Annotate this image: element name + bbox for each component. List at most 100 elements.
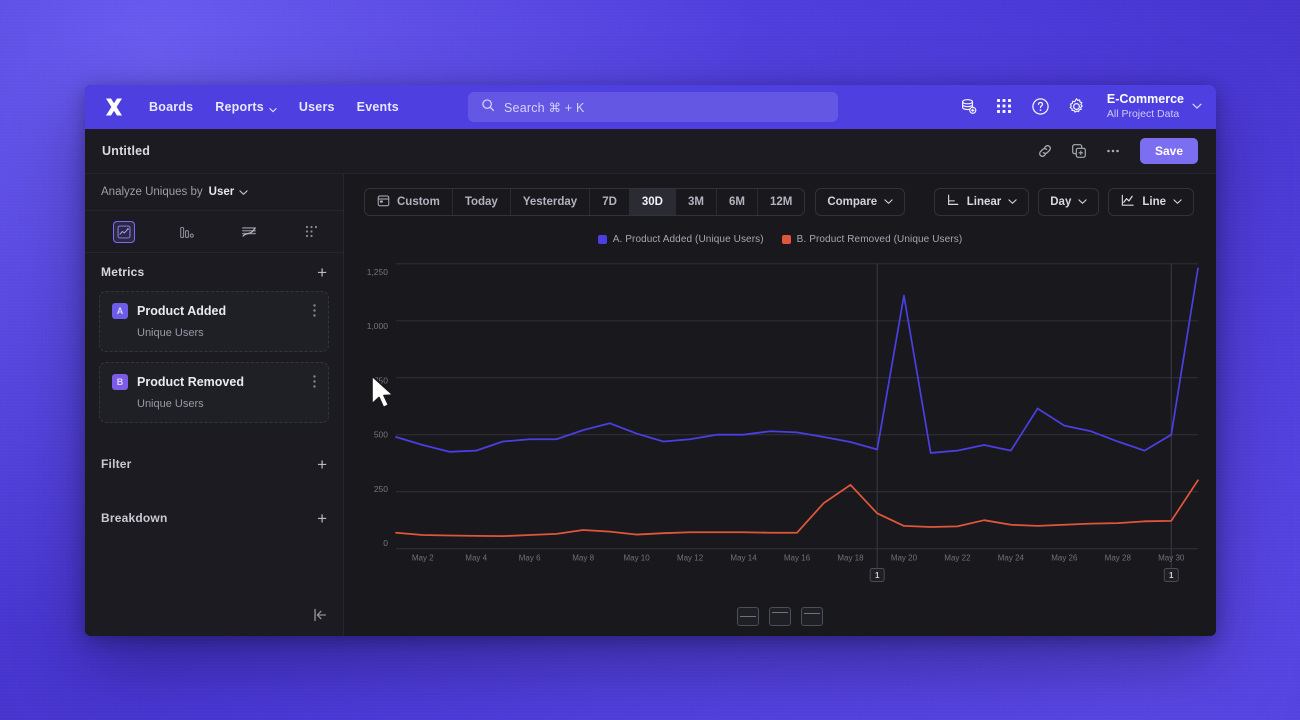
analyze-label: Analyze Uniques by	[101, 186, 203, 198]
chart-svg	[395, 263, 1199, 568]
chevron-down-icon	[1078, 199, 1087, 205]
metrics-list: A Product Added Unique Users B Product R…	[85, 291, 343, 423]
metric-header: A Product Added	[112, 303, 316, 319]
tab-area-flow[interactable]	[218, 211, 281, 253]
document-title-bar: Untitled Save	[85, 129, 1216, 174]
add-metric-button[interactable]: +	[317, 262, 327, 282]
metric-header: B Product Removed	[112, 374, 316, 390]
x-logo-icon[interactable]	[101, 94, 127, 120]
grid-apps-icon[interactable]	[995, 97, 1014, 116]
compare-label: Compare	[827, 195, 878, 208]
chevron-down-icon	[269, 103, 277, 113]
metric-name: Product Added	[137, 304, 227, 318]
range-yesterday-label: Yesterday	[522, 195, 578, 208]
metric-name: Product Removed	[137, 375, 244, 389]
range-custom[interactable]: Custom	[365, 188, 453, 215]
analyze-by-selector[interactable]: User	[209, 186, 249, 198]
chevron-down-icon	[1173, 199, 1182, 205]
range-today[interactable]: Today	[453, 188, 511, 215]
chart-panel: Custom Today Yesterday 7D 30D 3M 6M 12M …	[344, 174, 1216, 636]
search-icon	[481, 98, 495, 117]
nav-link-events[interactable]: Events	[357, 100, 399, 114]
search-placeholder: Search ⌘ + K	[504, 100, 585, 115]
metric-badge: B	[112, 374, 128, 390]
left-sidebar: Analyze Uniques by User	[85, 174, 344, 636]
area-flow-icon	[238, 221, 260, 243]
range-30d[interactable]: 30D	[629, 188, 676, 215]
interval-label: Day	[1050, 195, 1072, 208]
range-6m-label: 6M	[728, 195, 745, 208]
more-horizontal-icon[interactable]	[1104, 142, 1122, 160]
range-yesterday[interactable]: Yesterday	[511, 188, 591, 215]
range-7d-label: 7D	[602, 195, 617, 208]
search-input[interactable]: Search ⌘ + K	[468, 92, 838, 122]
tab-line-chart[interactable]	[93, 211, 156, 253]
chart-toolbar: Custom Today Yesterday 7D 30D 3M 6M 12M …	[344, 174, 1216, 229]
single-panel-layout-button[interactable]	[769, 606, 791, 626]
range-3m-label: 3M	[688, 195, 704, 208]
project-name: E-Commerce	[1106, 92, 1184, 107]
nav-link-events-label: Events	[356, 100, 399, 114]
split-horizontal-layout-button[interactable]	[737, 606, 759, 626]
collapse-sidebar-icon[interactable]	[311, 606, 329, 624]
sidebar-tabstrip	[85, 211, 343, 253]
chart-legend: A. Product Added (Unique Users) B. Produ…	[344, 229, 1216, 249]
nav-link-reports-label: Reports	[215, 100, 264, 114]
help-circle-icon[interactable]	[1031, 97, 1050, 116]
filter-section: Filter +	[85, 437, 343, 491]
topnav-actions: E-Commerce All Project Data	[959, 92, 1202, 121]
filter-title: Filter	[101, 457, 132, 471]
metric-menu-icon[interactable]	[313, 304, 316, 318]
line-chart-icon	[1120, 193, 1135, 211]
chart-plot-area[interactable]: 0 250 500 750 1,000 1,250 1 1 May 2 May 4 May 6 May…	[344, 249, 1216, 596]
range-7d[interactable]: 7D	[590, 188, 630, 215]
duplicate-icon[interactable]	[1070, 142, 1088, 160]
analyze-by-value: User	[208, 186, 235, 198]
gear-icon[interactable]	[1067, 97, 1086, 116]
nav-link-boards[interactable]: Boards	[149, 100, 193, 114]
compare-dropdown[interactable]: Compare	[815, 187, 906, 216]
interval-dropdown[interactable]: Day	[1038, 187, 1100, 216]
chevron-down-icon	[1192, 98, 1202, 116]
range-today-label: Today	[464, 195, 498, 208]
dot-matrix-icon	[301, 221, 323, 243]
metric-card[interactable]: A Product Added Unique Users	[99, 291, 329, 352]
add-filter-button[interactable]: +	[317, 454, 327, 474]
project-scope: All Project Data	[1106, 107, 1180, 120]
add-breakdown-button[interactable]: +	[317, 508, 327, 528]
range-12m-label: 12M	[769, 195, 793, 208]
analyze-uniques-row: Analyze Uniques by User	[85, 174, 343, 211]
database-icon[interactable]	[959, 97, 978, 116]
legend-label-b: B. Product Removed (Unique Users)	[796, 233, 963, 245]
metric-aggregation: Unique Users	[137, 398, 204, 410]
range-3m[interactable]: 3M	[676, 188, 717, 215]
charttype-dropdown[interactable]: Line	[1108, 187, 1194, 216]
nav-link-boards-label: Boards	[149, 100, 194, 114]
tab-bar-chart[interactable]	[156, 211, 219, 253]
charttype-label: Line	[1142, 195, 1166, 208]
nav-link-users[interactable]: Users	[299, 100, 335, 114]
table-bottom-layout-button[interactable]	[801, 606, 823, 626]
metric-card[interactable]: B Product Removed Unique Users	[99, 362, 329, 423]
tab-dot-matrix[interactable]	[281, 211, 344, 253]
breakdown-title: Breakdown	[101, 511, 168, 525]
nav-link-reports[interactable]: Reports	[215, 100, 277, 114]
save-button[interactable]: Save	[1139, 138, 1198, 164]
link-icon[interactable]	[1036, 142, 1054, 160]
project-selector[interactable]: E-Commerce All Project Data	[1107, 92, 1202, 121]
metrics-title: Metrics	[101, 265, 145, 279]
scale-dropdown[interactable]: Linear	[933, 187, 1030, 216]
chevron-down-icon	[884, 199, 893, 205]
metric-menu-icon[interactable]	[313, 375, 316, 389]
main-area: Analyze Uniques by User	[85, 174, 1216, 636]
metric-aggregation: Unique Users	[137, 327, 204, 339]
nav-link-users-label: Users	[298, 100, 335, 114]
metric-badge: A	[112, 303, 128, 319]
range-12m[interactable]: 12M	[758, 189, 804, 215]
chevron-down-icon	[239, 189, 248, 195]
range-6m[interactable]: 6M	[717, 188, 758, 215]
legend-swatch-a	[597, 234, 607, 244]
legend-item-a[interactable]: A. Product Added (Unique Users)	[597, 234, 764, 245]
page-title[interactable]: Untitled	[102, 144, 151, 158]
legend-item-b[interactable]: B. Product Removed (Unique Users)	[781, 233, 963, 245]
